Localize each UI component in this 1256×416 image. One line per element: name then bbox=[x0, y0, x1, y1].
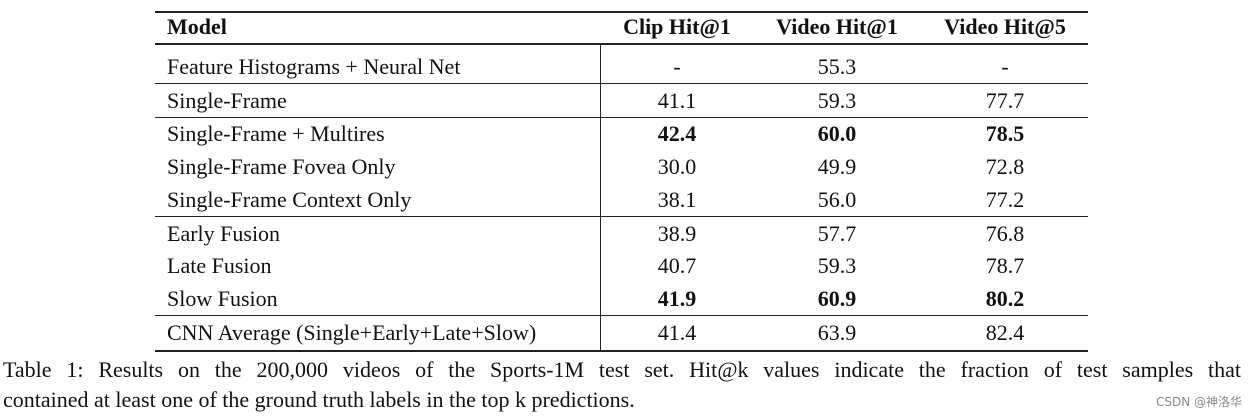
table-cell: 41.1 bbox=[657, 88, 697, 113]
table-cell: 63.9 bbox=[817, 320, 857, 345]
table-cell: 59.3 bbox=[817, 88, 857, 113]
table-cell: Single-Frame bbox=[167, 88, 287, 113]
table-cell: Slow Fusion bbox=[167, 286, 278, 311]
table-cell: 78.5 bbox=[985, 121, 1025, 146]
table-cell: 41.9 bbox=[657, 286, 697, 311]
table-cell: 78.7 bbox=[985, 253, 1025, 278]
header-cell: Video Hit@5 bbox=[944, 14, 1066, 39]
table-cell: 41.4 bbox=[657, 320, 697, 345]
column-divider bbox=[600, 45, 601, 350]
bottom-rule bbox=[155, 350, 1088, 352]
table-cell: Early Fusion bbox=[167, 221, 281, 246]
table-cell: Single-Frame Context Only bbox=[167, 187, 412, 212]
table-cell: Single-Frame Fovea Only bbox=[167, 154, 396, 179]
table-cell: 80.2 bbox=[985, 286, 1025, 311]
header-cell: Model bbox=[167, 14, 227, 39]
table-cell: 72.8 bbox=[985, 154, 1025, 179]
row-rule bbox=[155, 83, 1088, 84]
header-rule bbox=[155, 43, 1088, 45]
table-cell: CNN Average (Single+Early+Late+Slow) bbox=[167, 320, 537, 345]
row-rule bbox=[155, 116, 1088, 118]
table-cell: 49.9 bbox=[817, 154, 857, 179]
table-cell: 77.2 bbox=[985, 187, 1025, 212]
table-cell: - bbox=[1001, 54, 1009, 79]
header-cell: Video Hit@1 bbox=[776, 14, 898, 39]
watermark: CSDN @神洛华 bbox=[1155, 395, 1242, 409]
table-cell: 60.9 bbox=[817, 286, 857, 311]
table-cell: 40.7 bbox=[657, 253, 697, 278]
table-cell: 56.0 bbox=[817, 187, 857, 212]
table-cell: 82.4 bbox=[985, 320, 1025, 345]
table-cell: 30.0 bbox=[657, 154, 697, 179]
row-rule bbox=[155, 315, 1088, 316]
top-rule bbox=[155, 11, 1088, 13]
table-cell: 38.9 bbox=[657, 221, 697, 246]
header-cell: Clip Hit@1 bbox=[623, 14, 731, 39]
table-cell: 57.7 bbox=[817, 221, 857, 246]
row-rule bbox=[155, 216, 1088, 217]
caption-line: contained at least one of the ground tru… bbox=[3, 387, 635, 412]
table-cell: 42.4 bbox=[657, 121, 697, 146]
table-cell: 38.1 bbox=[657, 187, 697, 212]
caption-line: Table 1: Results on the 200,000 videos o… bbox=[3, 357, 1241, 382]
table-cell: 60.0 bbox=[817, 121, 857, 146]
table-cell: 77.7 bbox=[985, 88, 1025, 113]
table-cell: - bbox=[673, 54, 681, 79]
table-cell: Late Fusion bbox=[167, 253, 272, 278]
table-cell: 55.3 bbox=[817, 54, 857, 79]
table-cell: Single-Frame + Multires bbox=[167, 121, 385, 146]
table-cell: 59.3 bbox=[817, 253, 857, 278]
table-cell: 76.8 bbox=[985, 221, 1025, 246]
table-cell: Feature Histograms + Neural Net bbox=[167, 54, 461, 79]
